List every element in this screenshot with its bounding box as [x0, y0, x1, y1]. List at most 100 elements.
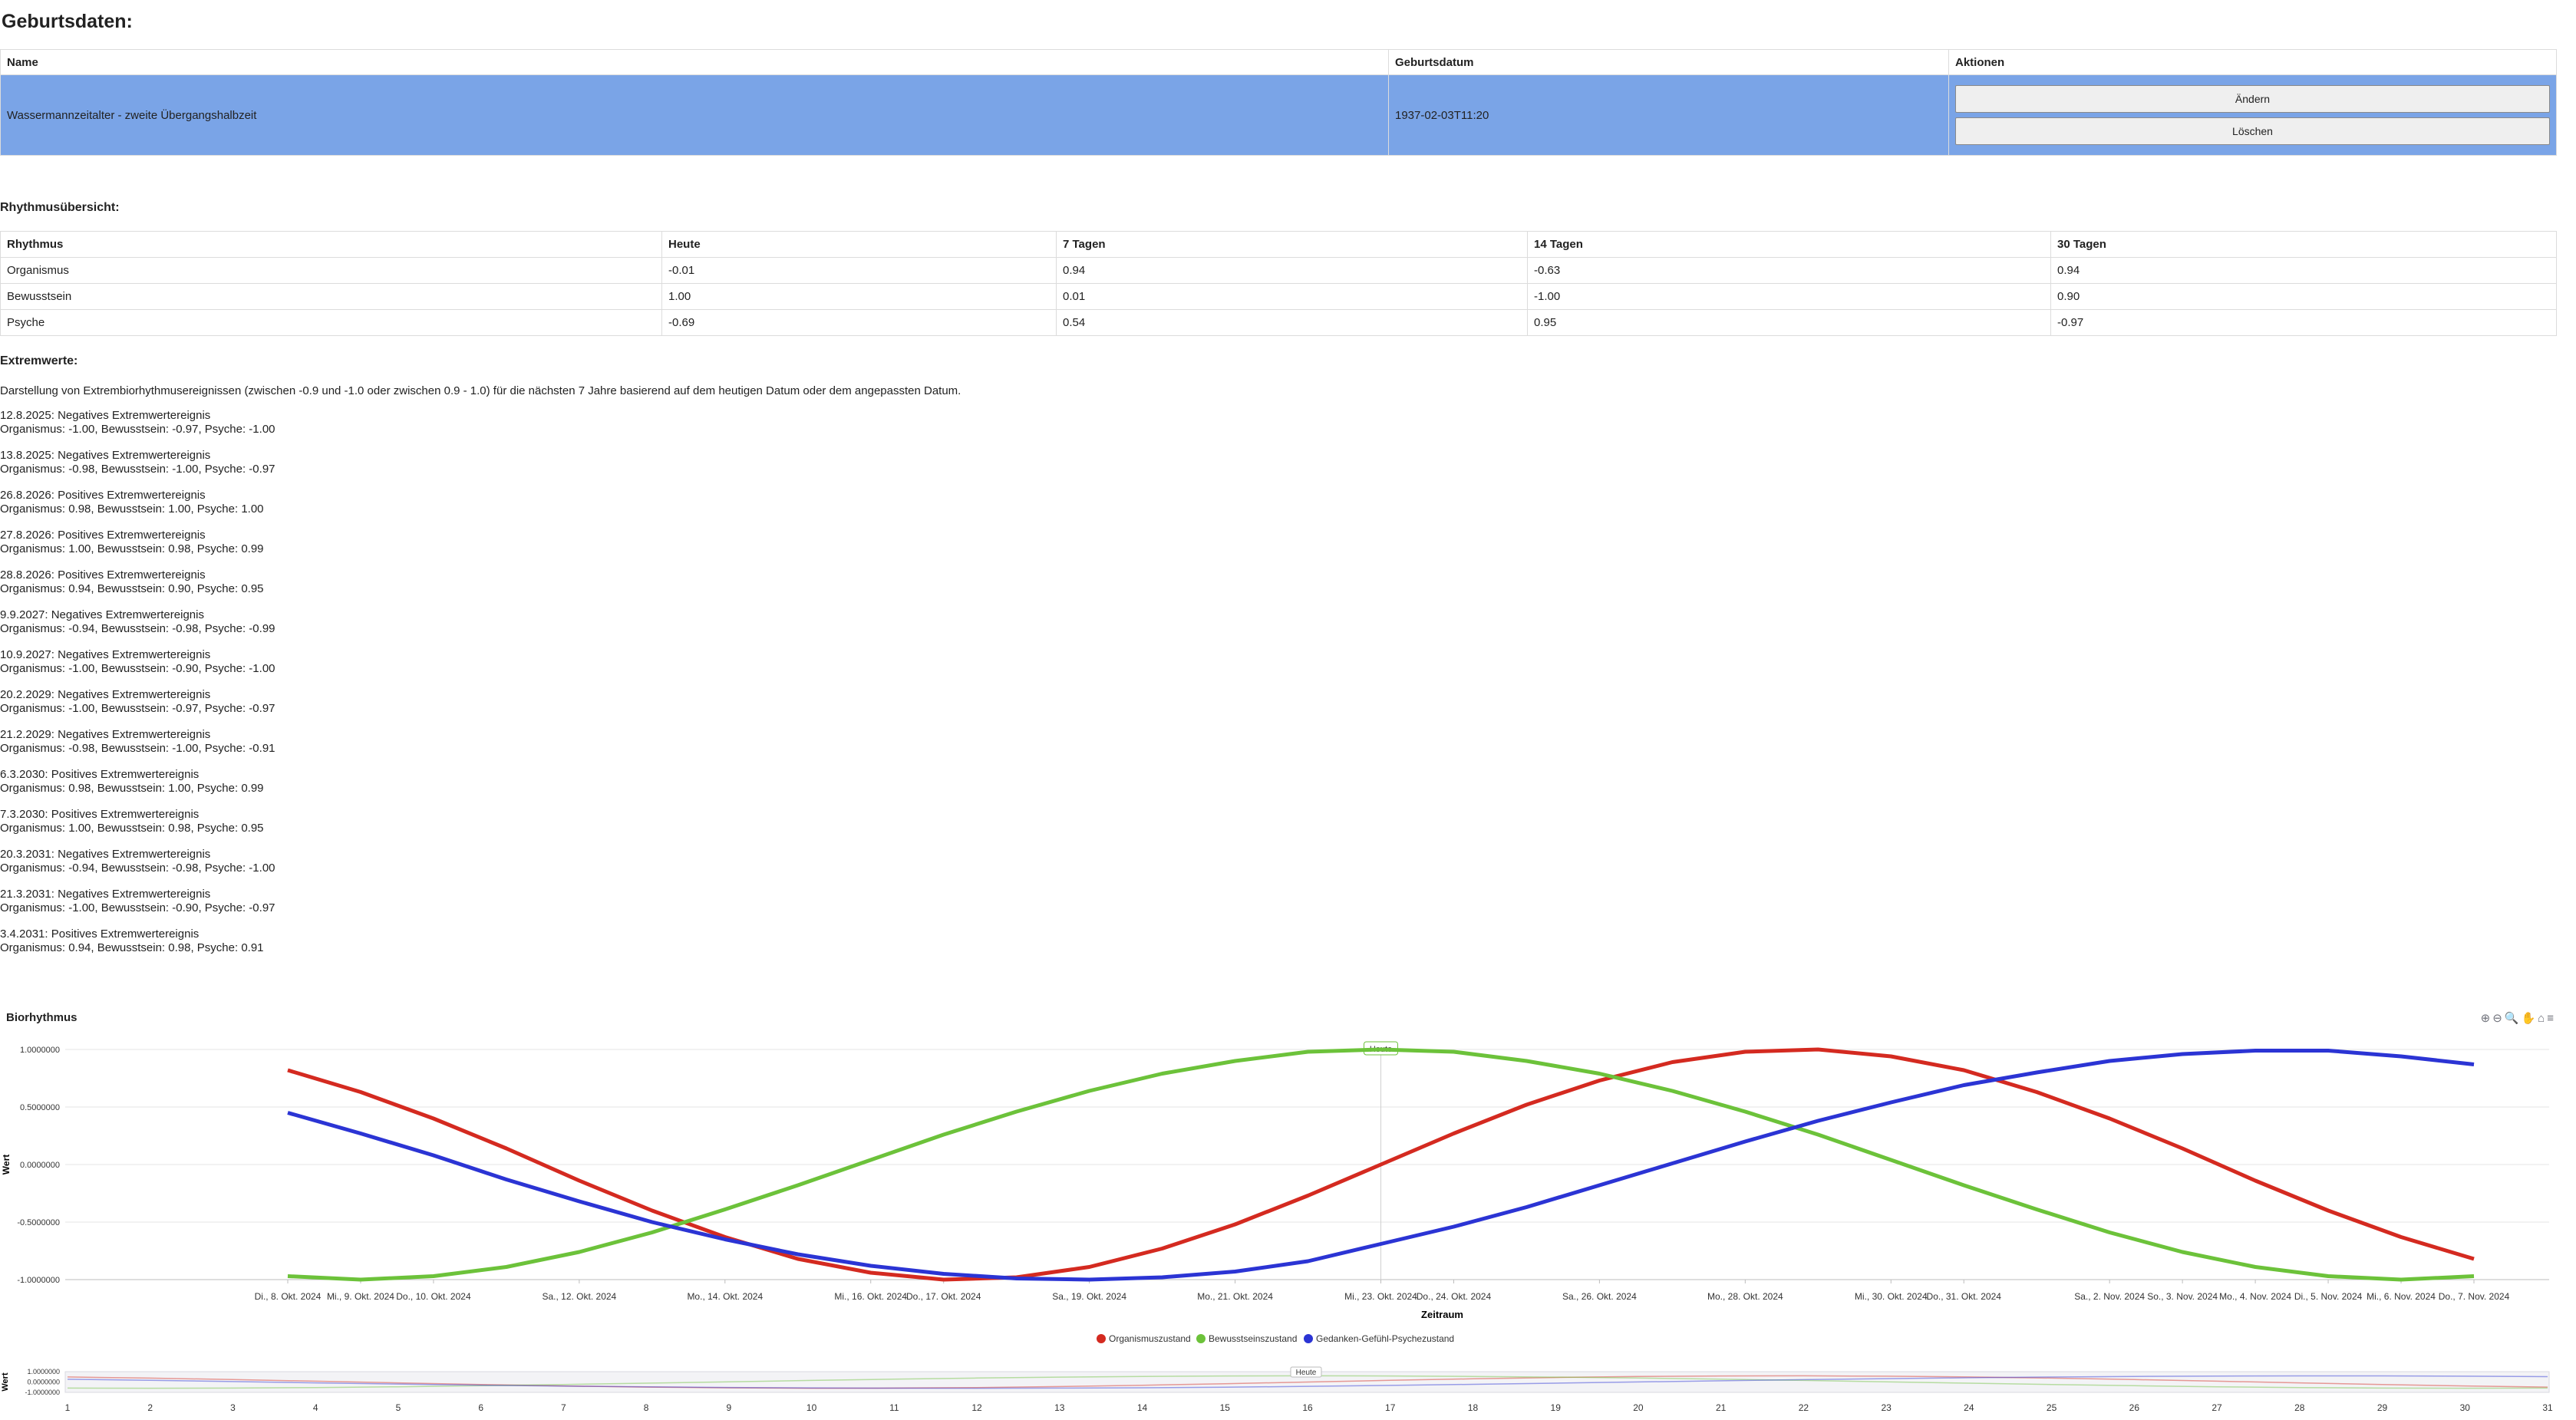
zoom-select-icon[interactable]: 🔍	[2504, 1012, 2522, 1025]
navigator-x-tick-label: 30	[2460, 1402, 2471, 1413]
event-heading: 7.3.2030: Positives Extremwertereignis	[0, 808, 200, 821]
legend-marker	[1097, 1334, 1106, 1343]
navigator-x-tick-label: 17	[1385, 1402, 1396, 1413]
list-item: 3.4.2031: Positives Extremwertereignis Or…	[0, 927, 275, 967]
list-item: 13.8.2025: Negatives Extremwertereignis O…	[0, 449, 275, 489]
column-header-actions: Aktionen	[1948, 49, 2557, 75]
home-icon[interactable]: ⌂	[2538, 1012, 2548, 1025]
navigator-series-line-3	[67, 1375, 2548, 1389]
birth-name-cell: Wassermannzeitalter - zweite Übergangsha…	[0, 74, 1389, 156]
x-axis-title: Zeitraum	[1421, 1309, 1463, 1320]
navigator-x-tick-label: 13	[1054, 1402, 1065, 1413]
x-tick-label: Do., 31. Okt. 2024	[1927, 1291, 2002, 1302]
chart-title: Biorhythmus	[6, 1011, 78, 1024]
menu-icon[interactable]: ≡	[2547, 1012, 2556, 1025]
column-header-birthdate: Geburtsdatum	[1388, 49, 1949, 75]
navigator-y-tick-label: 0.0000000	[27, 1379, 60, 1386]
extremes-title: Extremwerte:	[0, 354, 78, 367]
event-values: Organismus: 1.00, Bewusstsein: 0.98, Psy…	[0, 542, 264, 555]
navigator-y-tick-label: 1.0000000	[27, 1368, 60, 1376]
column-header-rhythm: Rhythmus	[0, 231, 662, 258]
list-item: 28.8.2026: Positives Extremwertereignis O…	[0, 568, 275, 608]
x-tick-label: Do., 24. Okt. 2024	[1417, 1291, 1492, 1302]
navigator-x-tick-label: 16	[1302, 1402, 1313, 1413]
event-values: Organismus: -0.98, Bewusstsein: -1.00, P…	[0, 742, 275, 755]
x-tick-label: Do., 10. Okt. 2024	[396, 1291, 471, 1302]
y-tick-label: -1.0000000	[17, 1276, 60, 1285]
table-cell: 0.01	[1056, 283, 1528, 310]
navigator-x-tick-label: 6	[478, 1402, 483, 1413]
x-tick-label: Mi., 23. Okt. 2024	[1344, 1291, 1417, 1302]
table-cell: -0.97	[2050, 309, 2557, 336]
navigator-x-tick-label: 12	[971, 1402, 982, 1413]
x-tick-label: Do., 7. Nov. 2024	[2439, 1291, 2510, 1302]
biorhythm-chart[interactable]: Biorhythmus ⊕⊖🔍✋⌂≡ 1.0000000 0.5000000 0.0…	[0, 1005, 2576, 1417]
x-tick-label: Sa., 2. Nov. 2024	[2074, 1291, 2145, 1302]
zoom-in-icon[interactable]: ⊕	[2480, 1012, 2493, 1025]
delete-button[interactable]: Löschen	[1955, 117, 2550, 145]
x-tick-label: Mi., 9. Okt. 2024	[327, 1291, 394, 1302]
list-item: 20.3.2031: Negatives Extremwertereignis O…	[0, 848, 275, 888]
edit-button[interactable]: Ändern	[1955, 85, 2550, 113]
birth-table-header-row: Name Geburtsdatum Aktionen	[0, 49, 2557, 75]
column-header-7-days: 7 Tagen	[1056, 231, 1528, 258]
event-heading: 9.9.2027: Negatives Extremwertereignis	[0, 608, 204, 621]
navigator-x-tick-label: 15	[1220, 1402, 1231, 1413]
event-values: Organismus: -1.00, Bewusstsein: -0.90, P…	[0, 662, 275, 675]
zoom-out-icon[interactable]: ⊖	[2492, 1012, 2505, 1025]
table-cell: 0.54	[1056, 309, 1528, 336]
navigator-x-tick-label: 25	[2047, 1402, 2057, 1413]
table-cell: -0.63	[1527, 257, 2051, 284]
series-line-1	[287, 1047, 2475, 1282]
navigator-x-tick-label: 21	[1716, 1402, 1727, 1413]
navigator-today-label: Heute	[1296, 1369, 1317, 1377]
actions-cell: Ändern Löschen	[1948, 74, 2557, 156]
extreme-events-list: 12.8.2025: Negatives Extremwertereignis O…	[0, 409, 275, 967]
list-item: 9.9.2027: Negatives Extremwertereignis Or…	[0, 608, 275, 648]
navigator-x-tick-label: 28	[2294, 1402, 2305, 1413]
pan-icon[interactable]: ✋	[2521, 1012, 2538, 1025]
table-cell: Psyche	[0, 309, 662, 336]
event-values: Organismus: 1.00, Bewusstsein: 0.98, Psy…	[0, 822, 264, 835]
event-values: Organismus: 0.94, Bewusstsein: 0.98, Psy…	[0, 941, 264, 954]
column-header-name: Name	[0, 49, 1389, 75]
chart-svg[interactable]: 1.0000000 0.5000000 0.0000000 -0.5000000 -1.…	[0, 1005, 2576, 1417]
list-item: 10.9.2027: Negatives Extremwertereignis O…	[0, 648, 275, 688]
chart-toolbar: ⊕⊖🔍✋⌂≡	[2481, 1011, 2556, 1025]
column-header-30-days: 30 Tagen	[2050, 231, 2557, 258]
y-tick-label: 1.0000000	[20, 1046, 60, 1055]
event-values: Organismus: -1.00, Bewusstsein: -0.97, P…	[0, 702, 275, 715]
x-tick-label: Mo., 21. Okt. 2024	[1197, 1291, 1273, 1302]
table-cell: Organismus	[0, 257, 662, 284]
navigator-x-tick-label: 9	[727, 1402, 732, 1413]
navigator-x-tick-label: 4	[313, 1402, 318, 1413]
table-row: Organismus -0.01 0.94 -0.63 0.94	[0, 257, 2557, 284]
list-item: 21.3.2031: Negatives Extremwertereignis O…	[0, 888, 275, 927]
page-title: Geburtsdaten:	[2, 11, 133, 32]
navigator-x-tick-label: 19	[1551, 1402, 1562, 1413]
event-values: Organismus: -1.00, Bewusstsein: -0.90, P…	[0, 901, 275, 914]
navigator-x-tick-label: 22	[1799, 1402, 1809, 1413]
table-cell: -0.69	[661, 309, 1057, 336]
x-tick-label: Do., 17. Okt. 2024	[906, 1291, 981, 1302]
series-line-3	[287, 1049, 2475, 1282]
table-row: Bewusstsein 1.00 0.01 -1.00 0.90	[0, 283, 2557, 310]
series-line-2	[287, 1047, 2475, 1282]
column-header-14-days: 14 Tagen	[1527, 231, 2051, 258]
event-heading: 12.8.2025: Negatives Extremwertereignis	[0, 409, 211, 422]
navigator-x-tick-label: 29	[2377, 1402, 2388, 1413]
legend-label: Gedanken-Gefühl-Psychezustand	[1316, 1333, 1454, 1344]
x-tick-label: Mo., 28. Okt. 2024	[1707, 1291, 1783, 1302]
event-heading: 20.2.2029: Negatives Extremwertereignis	[0, 688, 211, 701]
navigator-x-tick-label: 18	[1468, 1402, 1479, 1413]
x-tick-label: Mi., 16. Okt. 2024	[834, 1291, 907, 1302]
rhythm-overview-table: Rhythmus Heute 7 Tagen 14 Tagen 30 Tagen…	[0, 231, 2557, 336]
list-item: 27.8.2026: Positives Extremwertereignis O…	[0, 529, 275, 568]
event-heading: 6.3.2030: Positives Extremwertereignis	[0, 768, 200, 781]
event-heading: 10.9.2027: Negatives Extremwertereignis	[0, 648, 211, 661]
table-row[interactable]: Wassermannzeitalter - zweite Übergangsha…	[0, 74, 2557, 156]
event-heading: 27.8.2026: Positives Extremwertereignis	[0, 529, 206, 542]
event-values: Organismus: 0.98, Bewusstsein: 1.00, Psy…	[0, 502, 264, 516]
list-item: 20.2.2029: Negatives Extremwertereignis O…	[0, 688, 275, 728]
legend-label: Bewusstseinszustand	[1209, 1333, 1297, 1344]
